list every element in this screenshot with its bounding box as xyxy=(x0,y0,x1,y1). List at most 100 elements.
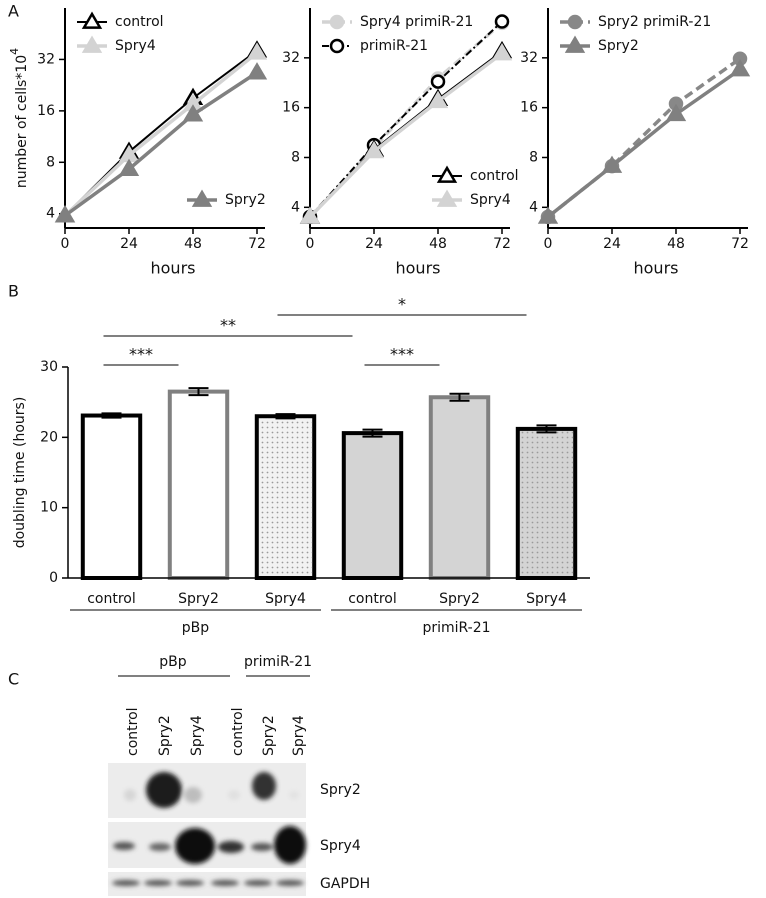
series-line xyxy=(63,51,259,217)
bar-pattern xyxy=(258,418,313,576)
series-line xyxy=(309,20,503,218)
x-tick-label: 24 xyxy=(120,236,138,252)
blot-strip xyxy=(108,763,306,818)
y-axis-label: doubling time (hours) xyxy=(12,397,28,549)
y-tick-label: 4 xyxy=(529,199,538,215)
marker xyxy=(81,11,103,29)
band-label: GAPDH xyxy=(320,876,370,892)
x-tick-label: Spry2 xyxy=(439,591,480,607)
bar xyxy=(428,395,491,581)
legend-label: Spry4 primiR-21 xyxy=(360,14,473,30)
x-tick-label: control xyxy=(87,591,136,607)
x-tick-label: control xyxy=(348,591,397,607)
marker xyxy=(537,206,559,224)
y-tick-label: 0 xyxy=(49,570,58,586)
y-axis-label-superscript: 4 xyxy=(8,48,21,55)
significance-label: * xyxy=(398,295,406,314)
panel-label: A xyxy=(8,2,19,21)
x-tick-label: 0 xyxy=(544,236,553,252)
legend-label: Spry4 xyxy=(115,38,156,54)
band-label: Spry2 xyxy=(320,782,361,798)
significance-label: *** xyxy=(390,345,414,364)
marker xyxy=(494,14,510,29)
group-label: primiR-21 xyxy=(422,620,490,636)
marker xyxy=(430,74,446,89)
legend-label: Spry2 xyxy=(598,38,639,54)
lane-label: control xyxy=(230,707,246,756)
blot-group-label: pBp xyxy=(159,654,186,670)
x-tick-label: 24 xyxy=(603,236,621,252)
blot-group-label: primiR-21 xyxy=(244,654,312,670)
lane-label: Spry4 xyxy=(189,715,205,756)
legend-label: primiR-21 xyxy=(360,38,428,54)
error-bar xyxy=(275,413,296,420)
legend-label: Spry2 primiR-21 xyxy=(598,14,711,30)
y-tick-label: 30 xyxy=(40,359,58,375)
error-bar xyxy=(101,412,122,419)
panel-label: C xyxy=(8,670,19,689)
legend-label: Spry4 xyxy=(470,192,511,208)
marker xyxy=(246,62,268,80)
y-axis-label-text: number of cells*10 xyxy=(14,55,30,188)
marker xyxy=(665,103,687,122)
error-bar xyxy=(362,428,383,438)
lane-label: Spry2 xyxy=(261,715,277,756)
marker xyxy=(363,140,385,159)
x-tick-label: 72 xyxy=(731,236,749,252)
bar-pattern xyxy=(519,430,574,576)
y-tick-label: 16 xyxy=(37,103,55,119)
y-axis-label: number of cells*104 xyxy=(8,48,30,188)
y-tick-label: 4 xyxy=(291,199,300,215)
marker xyxy=(329,14,345,30)
lane-label: Spry4 xyxy=(291,715,307,756)
bar xyxy=(341,431,404,581)
marker xyxy=(191,189,213,207)
y-tick-label: 32 xyxy=(282,50,300,66)
marker xyxy=(54,205,76,223)
marker xyxy=(299,206,321,224)
marker xyxy=(436,189,458,207)
x-tick-label: 48 xyxy=(667,236,685,252)
x-axis-label: hours xyxy=(396,259,441,278)
marker xyxy=(182,104,204,122)
western-blot: pBp primiR-21 control Spry2 Spry4 contro… xyxy=(108,654,370,896)
bar xyxy=(80,413,143,580)
y-tick-label: 16 xyxy=(520,100,538,116)
legend-label: Spry2 xyxy=(225,192,266,208)
bar xyxy=(167,389,230,580)
y-tick-label: 20 xyxy=(40,429,58,445)
legend-label: control xyxy=(470,168,519,184)
x-tick-label: 0 xyxy=(61,236,70,252)
series-line xyxy=(63,71,258,218)
x-tick-label: 48 xyxy=(184,236,202,252)
y-tick-label: 4 xyxy=(46,206,55,222)
x-tick-label: 72 xyxy=(493,236,511,252)
marker xyxy=(329,38,345,54)
marker xyxy=(436,165,458,183)
marker xyxy=(81,35,103,53)
marker xyxy=(564,35,586,53)
legend-label: control xyxy=(115,14,164,30)
x-axis-label: hours xyxy=(634,259,679,278)
marker xyxy=(491,43,513,61)
x-tick-label: Spry4 xyxy=(265,591,306,607)
marker xyxy=(246,42,268,60)
error-bar xyxy=(188,387,209,397)
blot-strip xyxy=(108,872,306,896)
band-label: Spry4 xyxy=(320,838,361,854)
x-tick-label: 72 xyxy=(248,236,266,252)
y-tick-label: 16 xyxy=(282,100,300,116)
x-axis-label: hours xyxy=(151,259,196,278)
x-tick-label: 24 xyxy=(365,236,383,252)
lane-label: control xyxy=(125,707,141,756)
marker xyxy=(427,90,449,109)
y-tick-label: 32 xyxy=(520,50,538,66)
x-tick-label: Spry4 xyxy=(526,591,567,607)
y-tick-label: 32 xyxy=(37,51,55,67)
series-line xyxy=(308,52,504,219)
x-tick-label: Spry2 xyxy=(178,591,219,607)
significance-label: *** xyxy=(129,345,153,364)
x-tick-label: 48 xyxy=(429,236,447,252)
error-bar xyxy=(536,424,557,434)
